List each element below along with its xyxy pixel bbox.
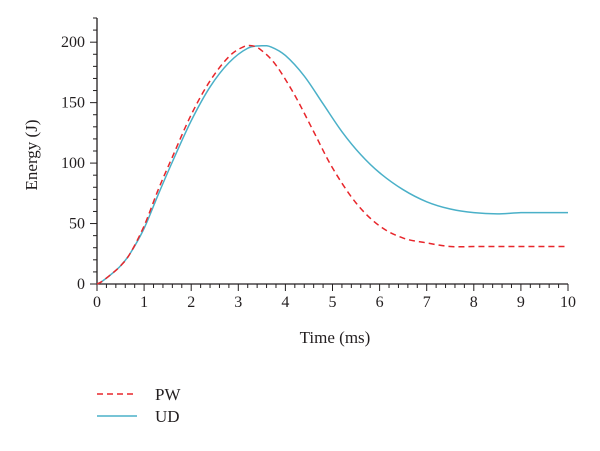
x-tick-label: 9: [517, 294, 525, 311]
y-axis-title: Energy (J): [22, 120, 41, 191]
legend-label-pw: PW: [155, 385, 181, 404]
y-tick-label: 50: [69, 216, 85, 233]
series-line-pw: [96, 44, 568, 285]
x-tick-label: 7: [423, 294, 431, 311]
y-tick-label: 0: [77, 276, 85, 293]
x-tick-label: 4: [281, 294, 289, 311]
x-tick-label: 0: [93, 294, 101, 311]
y-tick-label: 200: [61, 34, 85, 51]
x-tick-label: 6: [376, 294, 384, 311]
series-lines: [96, 44, 568, 285]
legend: PW UD: [97, 385, 181, 426]
x-axis-title: Time (ms): [300, 328, 371, 347]
x-tick-label: 8: [470, 294, 478, 311]
x-tick-label: 5: [329, 294, 337, 311]
plot-frame: [96, 18, 568, 285]
x-tick-label: 1: [140, 294, 148, 311]
legend-label-ud: UD: [155, 407, 180, 426]
x-tick-label: 2: [187, 294, 195, 311]
x-tick-label: 3: [234, 294, 242, 311]
y-axis-ticks: 0 50 100 150 200: [61, 17, 97, 293]
series-line-ud: [96, 44, 568, 285]
y-tick-label: 150: [61, 95, 85, 112]
y-tick-label: 100: [61, 155, 85, 172]
x-tick-label: 10: [560, 294, 576, 311]
x-axis-ticks: 0 1 2 3 4 5 6 7 8 9 10: [93, 284, 576, 311]
